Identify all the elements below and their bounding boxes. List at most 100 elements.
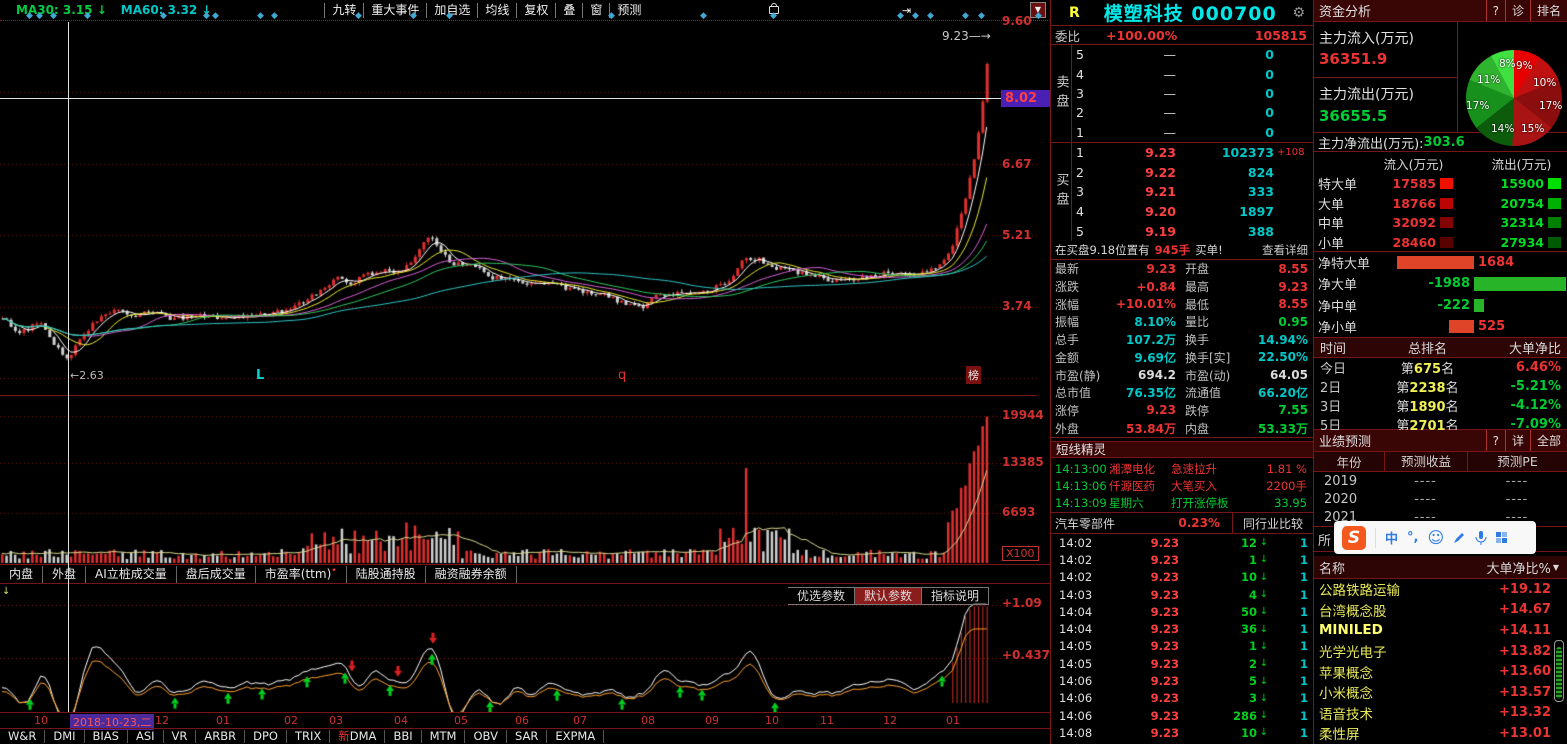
- concept-row[interactable]: 小米概念 +13.57: [1319, 684, 1551, 703]
- ime-toolbar[interactable]: S 中 °, ☺: [1334, 521, 1536, 554]
- flow-table-header: 流入(万元) 流出(万元): [1383, 156, 1552, 172]
- indicator-tab[interactable]: VR: [164, 730, 197, 743]
- weibi-label: 委比: [1055, 28, 1081, 44]
- help-button[interactable]: ?: [1485, 430, 1505, 451]
- diamond-icon: ◆: [26, 11, 33, 21]
- diamond-icon: ◆: [770, 11, 777, 21]
- emoji-icon[interactable]: ☺: [1427, 528, 1445, 547]
- toolbar-button[interactable]: 叠: [555, 2, 582, 18]
- view-detail-link[interactable]: 查看详细: [1262, 243, 1308, 257]
- diagnose-button[interactable]: 诊: [1504, 0, 1530, 21]
- ranking-button[interactable]: 排名: [1529, 0, 1567, 21]
- inflow-value: 36351.9: [1319, 50, 1388, 68]
- gear-icon[interactable]: ⚙: [1292, 4, 1305, 21]
- indicator-tab[interactable]: BBI: [385, 730, 422, 743]
- concept-row[interactable]: 公路铁路运输 +19.12: [1319, 581, 1551, 600]
- outflow-value: 36655.5: [1319, 107, 1388, 125]
- concept-row[interactable]: 语音技术 +13.32: [1319, 705, 1551, 723]
- date-axis-label: 10: [34, 714, 48, 727]
- ranking-badge[interactable]: 榜: [966, 366, 981, 384]
- sort-by-ratio-button[interactable]: 大单净比% ▼: [1486, 561, 1559, 577]
- diamond-icon: ◆: [160, 11, 167, 21]
- ime-chinese-mode-icon[interactable]: 中: [1385, 532, 1399, 547]
- lock-icon[interactable]: [769, 3, 780, 14]
- date-axis-label: 05: [454, 714, 468, 727]
- volume-pane-tab[interactable]: 陆股通持股: [347, 565, 426, 583]
- pane-collapse-icon[interactable]: ↓: [2, 586, 11, 597]
- date-axis: 10 2018-10-23,二 12 01 02 03 04 05 06 07 08 09 10 11 12…: [0, 712, 1050, 730]
- volume-pane-tab[interactable]: 外盘: [43, 565, 87, 583]
- concept-row[interactable]: MINILED +14.11: [1319, 622, 1551, 639]
- chart-toolbar: 九转 重大事件 加自选 均线 复权叠窗预测: [324, 0, 648, 20]
- chart-marker-l: L: [256, 368, 265, 383]
- ma30-label: MA30: 3.15 ↓: [16, 3, 107, 17]
- indicator-tab[interactable]: TRIX: [287, 730, 331, 743]
- volume-pane-tab[interactable]: AI立桩成交量: [86, 565, 177, 583]
- indicator-tab[interactable]: 新DMA: [330, 730, 386, 743]
- concept-row[interactable]: 苹果概念 +13.60: [1319, 664, 1551, 682]
- toolbar-button[interactable]: 加自选: [426, 2, 477, 18]
- indicator-tab[interactable]: DMI: [45, 730, 85, 743]
- toolbar-button[interactable]: 九转: [324, 2, 363, 18]
- order-notice: 在买盘9.18位置有 945手 买单! 查看详细: [1051, 241, 1313, 259]
- sell-arrow-icon: ↓: [1259, 692, 1269, 704]
- concept-row[interactable]: 柔性屏 +13.01: [1319, 725, 1551, 744]
- indicator-tab[interactable]: W&R: [0, 730, 46, 743]
- flow-table-rows: 特大单 17585 15900 大单 18766 20754: [1314, 174, 1567, 252]
- indicator-tab[interactable]: SAR: [507, 730, 548, 743]
- detail-button[interactable]: 详: [1504, 430, 1530, 451]
- ime-punctuation-icon[interactable]: °,: [1407, 530, 1419, 545]
- volume-chart[interactable]: [0, 395, 1037, 565]
- pencil-icon[interactable]: [1453, 531, 1466, 544]
- param-button[interactable]: 优选参数: [788, 587, 856, 605]
- sell-arrow-icon: ↓: [1259, 675, 1269, 687]
- industry-compare-button[interactable]: 同行业比较: [1231, 513, 1313, 533]
- volume-pane-tab[interactable]: 盘后成交量: [177, 565, 256, 583]
- sogou-logo[interactable]: S: [1342, 525, 1366, 550]
- tab-right-icon[interactable]: ⇥: [902, 3, 912, 17]
- tick-list[interactable]: 14:02 9.23 12 ↓ 1 14:02 9.23 1 ↓ 1 14:02: [1051, 533, 1313, 744]
- stats-row: 外盘 53.84万 内盘 53.33万: [1055, 421, 1308, 436]
- net-bar: [1449, 319, 1474, 333]
- grid-icon[interactable]: [1496, 532, 1508, 543]
- microphone-icon[interactable]: [1475, 530, 1487, 545]
- concept-row[interactable]: 台湾概念股 +14.67: [1319, 602, 1551, 620]
- toolbar-button[interactable]: 重大事件: [363, 2, 426, 18]
- help-button[interactable]: ?: [1485, 0, 1505, 21]
- net-bar: [1474, 277, 1566, 291]
- toolbar-button[interactable]: 窗: [582, 2, 609, 18]
- rank-row: 3日 第1890名 -4.12%: [1320, 398, 1561, 415]
- date-axis-label: 10: [765, 714, 779, 727]
- indicator-tab[interactable]: OBV: [465, 730, 507, 743]
- forecast-row: 2019 ---- ----: [1324, 473, 1529, 489]
- param-button[interactable]: 默认参数: [855, 587, 923, 605]
- indicator-tab[interactable]: ASI: [128, 730, 164, 743]
- alert-row[interactable]: 14:13:06 仟源医药 大笔买入 2200手: [1055, 478, 1307, 493]
- param-button[interactable]: 指标说明: [922, 587, 990, 605]
- dropdown-button[interactable]: ▼: [1030, 2, 1046, 18]
- indicator-tab[interactable]: EXPMA: [547, 730, 605, 743]
- alert-row[interactable]: 14:13:09 星期六 打开涨停板 33.95: [1055, 495, 1307, 510]
- concepts-header: 名称 大单净比% ▼: [1314, 556, 1567, 579]
- volume-pane-tab[interactable]: 融资融券余额: [426, 565, 517, 583]
- toolbar-button[interactable]: 复权: [516, 2, 555, 18]
- all-button[interactable]: 全部: [1529, 430, 1567, 451]
- concept-row[interactable]: 光学光电子 +13.82: [1319, 643, 1551, 662]
- stats-row: 涨幅 +10.01% 最低 8.55: [1055, 297, 1308, 312]
- volume-pane-tab[interactable]: 市盈率(ttm)•: [256, 565, 347, 583]
- indicator-tab[interactable]: BIAS: [85, 730, 128, 743]
- indicator-tab[interactable]: DPO: [245, 730, 287, 743]
- weicha-value: 105815: [1254, 27, 1307, 43]
- alert-row[interactable]: 14:13:00 湘潭电化 急速拉升 1.81 %: [1055, 461, 1307, 476]
- volume-pane-tab[interactable]: 内盘: [0, 565, 44, 583]
- scrollbar-thumb[interactable]: [1556, 647, 1562, 699]
- toolbar-button[interactable]: 均线: [477, 2, 516, 18]
- net-outflow-row: 主力净流出(万元): 303.6: [1314, 133, 1567, 152]
- indicator-tab[interactable]: ARBR: [196, 730, 246, 743]
- candlestick-chart[interactable]: [0, 22, 1037, 395]
- indicator-chart[interactable]: [0, 585, 1037, 712]
- toolbar-button[interactable]: 预测: [609, 2, 648, 18]
- indicator-tab[interactable]: MTM: [422, 730, 466, 743]
- scrollbar[interactable]: [1554, 640, 1564, 702]
- diamond-icon: ◆: [978, 11, 985, 21]
